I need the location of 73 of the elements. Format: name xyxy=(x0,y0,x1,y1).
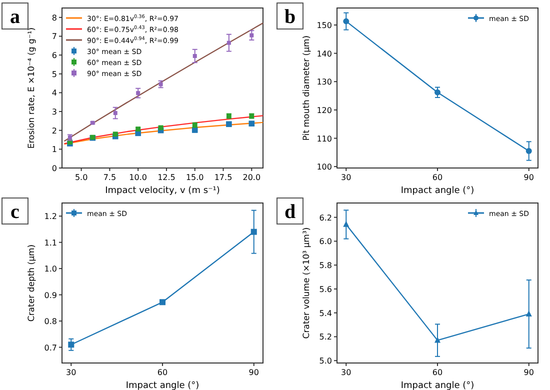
point xyxy=(192,54,197,58)
x-tick-label: 30 xyxy=(66,368,76,377)
x-axis-title: Impact velocity, v (m s⁻¹) xyxy=(105,186,220,196)
x-tick-label: 90 xyxy=(248,368,259,377)
chart-title: a xyxy=(10,6,20,28)
x-tick-label: 60 xyxy=(157,368,168,377)
point xyxy=(343,220,350,227)
x-tick-label: 12.5 xyxy=(158,173,176,182)
y-tick-label: 1.1 xyxy=(44,238,57,248)
point xyxy=(343,18,350,24)
chart-title: b xyxy=(284,6,296,28)
y-tick-label: 6 xyxy=(52,51,57,60)
y-tick-label: 1.0 xyxy=(44,264,57,274)
chart-title: d xyxy=(284,201,296,223)
x-tick-label: 60 xyxy=(432,173,443,182)
point xyxy=(160,299,166,306)
point xyxy=(226,40,231,45)
y-tick-label: 4 xyxy=(52,88,57,98)
y-axis-title: Crater depth (μm) xyxy=(27,244,37,322)
y-tick-label: 140 xyxy=(316,49,332,58)
y-tick-label: 0.9 xyxy=(44,290,57,300)
x-tick-label: 60 xyxy=(432,368,443,377)
y-axis-title: Pit mouth diameter (μm) xyxy=(302,35,312,141)
line-series xyxy=(64,122,264,145)
y-tick-label: 5.2 xyxy=(319,332,332,342)
x-tick-label: 17.5 xyxy=(214,173,232,182)
x-tick-label: 20.0 xyxy=(242,173,261,182)
y-tick-label: 3 xyxy=(52,108,57,117)
point xyxy=(250,228,257,235)
y-tick-label: 1.2 xyxy=(44,212,57,222)
point xyxy=(68,342,74,348)
chart-title: c xyxy=(10,201,20,223)
x-axis-title: Impact angle (°) xyxy=(400,186,474,196)
y-tick-label: 0 xyxy=(52,164,57,173)
x-tick-label: 15.0 xyxy=(186,173,204,182)
y-tick-label: 120 xyxy=(316,106,332,115)
y-axis-title: Crater volume (×10³ μm³) xyxy=(302,227,312,339)
x-tick-label: 90 xyxy=(524,368,534,377)
y-tick-label: 8 xyxy=(52,13,57,22)
y-tick-label: 5 xyxy=(52,70,57,79)
point xyxy=(113,111,118,116)
x-tick-label: 5.0 xyxy=(74,173,88,182)
x-tick-label: 90 xyxy=(524,173,534,182)
x-axis-title: Impact angle (°) xyxy=(126,381,200,390)
x-tick-label: 30 xyxy=(341,173,352,182)
line-series xyxy=(64,115,264,144)
y-tick-label: 5.4 xyxy=(319,308,332,318)
y-tick-label: 5.8 xyxy=(319,261,332,270)
point xyxy=(526,148,532,154)
point xyxy=(248,120,255,126)
y-tick-label: 130 xyxy=(316,78,332,87)
y-tick-label: 0.8 xyxy=(44,317,57,326)
point xyxy=(226,121,232,128)
point xyxy=(434,89,440,96)
x-tick-label: 30 xyxy=(341,368,352,377)
y-tick-label: 6.2 xyxy=(319,213,332,222)
y-tick-label: 2 xyxy=(52,126,57,136)
line-series xyxy=(64,22,264,142)
y-tick-label: 6.0 xyxy=(319,237,332,246)
y-tick-label: 100 xyxy=(316,162,332,172)
y-tick-label: 1 xyxy=(52,145,57,154)
x-tick-label: 7.5 xyxy=(103,173,116,182)
x-axis-title: Impact angle (°) xyxy=(400,381,474,390)
point xyxy=(136,91,140,96)
x-tick-label: 10.0 xyxy=(129,173,147,182)
point xyxy=(250,33,254,38)
y-tick-label: 5.6 xyxy=(319,284,332,294)
y-tick-label: 5.0 xyxy=(319,356,332,366)
y-tick-label: 0.7 xyxy=(44,343,57,352)
y-tick-label: 7 xyxy=(52,32,57,42)
y-tick-label: 150 xyxy=(316,20,332,30)
y-tick-label: 110 xyxy=(316,134,332,144)
y-axis-title: Erosion rate, E ×10⁻⁴ (g g⁻¹) xyxy=(27,27,37,149)
